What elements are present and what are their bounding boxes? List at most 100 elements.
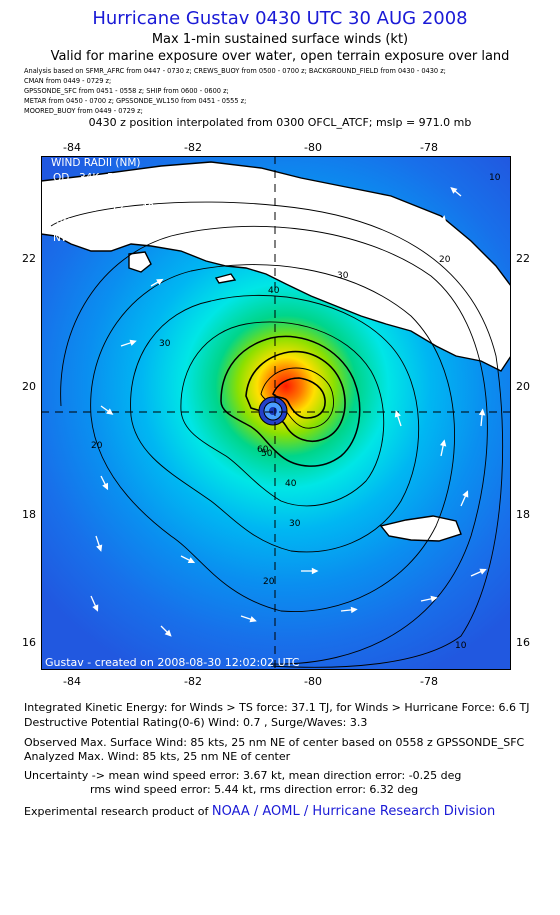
contour-line <box>272 377 326 419</box>
lat-tick-left: 16 <box>22 636 36 649</box>
wind-arrow-head <box>129 339 137 346</box>
credit-line: Experimental research product of NOAA / … <box>24 804 495 819</box>
eye-center <box>269 407 277 415</box>
contour-label: 10 <box>455 641 467 651</box>
chart-title: Hurricane Gustav 0430 UTC 30 AUG 2008 <box>92 8 468 29</box>
wind-radii-value: 51 <box>141 187 154 199</box>
wind-radii-value: 142 <box>79 187 99 199</box>
wind-radii-header: QD <box>53 172 69 184</box>
wind-arrow-head <box>490 268 497 276</box>
map-frame <box>41 156 511 670</box>
contour-label: 30 <box>159 339 171 349</box>
wind-radii-table: WIND RADII (NM) QD 34K 50K 64K NE 142 90… <box>51 157 158 244</box>
wind-radii-quadrant: NW <box>53 232 72 244</box>
contour-label: 30 <box>289 519 301 529</box>
wind-radii-quadrant: SE <box>53 202 66 214</box>
source-line: MOORED_BUOY from 0449 - 0729 z; <box>24 107 143 115</box>
cayman-island <box>214 273 237 284</box>
contour-label: 10 <box>489 173 501 183</box>
uncertainty-rms: rms wind speed error: 5.44 kt, rms direc… <box>90 783 419 796</box>
contour-line <box>180 321 385 507</box>
contour-label: 20 <box>263 577 275 587</box>
lon-tick-top: -82 <box>184 141 202 154</box>
land-masses <box>41 161 511 542</box>
lon-tick-top: -80 <box>304 141 322 154</box>
wind-radii-value: 42 <box>141 232 154 244</box>
source-line: METAR from 0450 - 0700 z; GPSSONDE_WL150… <box>24 97 247 105</box>
wind-field-map: 10 10 20 20 20 30 30 30 40 40 50 60 WIND… <box>41 156 511 670</box>
isle-of-youth <box>128 251 152 273</box>
wind-arrow-head <box>156 278 164 285</box>
source-line: Analysis based on SFMR_AFRC from 0447 - … <box>24 67 446 75</box>
wind-radii-title: WIND RADII (NM) <box>51 157 141 169</box>
lon-tick-bottom: -80 <box>304 675 322 688</box>
lon-tick-bottom: -84 <box>63 675 81 688</box>
cuba-landmass <box>41 161 511 372</box>
credit-prefix: Experimental research product of <box>24 805 212 818</box>
created-label: Gustav - created on 2008-08-30 12:02:02 … <box>45 656 300 669</box>
contour-label: 20 <box>439 255 451 265</box>
contour-label: 60 <box>257 445 269 455</box>
lon-tick-top: -78 <box>420 141 438 154</box>
wind-radii-quadrant: NE <box>53 187 68 199</box>
uncertainty-mean: Uncertainty -> mean wind speed error: 3.… <box>24 769 462 782</box>
wind-radii-value: 40 <box>141 202 154 214</box>
contour-label: 20 <box>91 441 103 451</box>
wind-radii-header: 64K <box>137 172 158 184</box>
wind-arrow-head <box>430 595 438 603</box>
wind-radii-value: no <box>141 217 154 229</box>
wind-arrow-head <box>102 482 109 491</box>
storm-eye <box>258 396 288 426</box>
wind-arrow-head <box>439 215 447 223</box>
contour-label: 40 <box>285 479 297 489</box>
lat-tick-left: 18 <box>22 508 36 521</box>
wind-arrow-head <box>92 604 99 612</box>
wind-radii-value: 85 <box>83 217 96 229</box>
wind-arrow-head <box>439 439 447 447</box>
contour-label: 50 <box>261 449 273 459</box>
center-crosshair <box>41 156 511 670</box>
wind-arrow-head <box>450 187 458 194</box>
contour-label: 40 <box>268 286 280 296</box>
wind-radii-value: 72 <box>111 202 124 214</box>
wind-arrow-head <box>249 616 257 623</box>
wind-arrow-head <box>311 567 319 575</box>
analyzed-max-wind: Analyzed Max. Wind: 85 kts, 25 nm NE of … <box>24 750 291 763</box>
contour-line <box>130 294 420 553</box>
contour-line <box>220 335 361 467</box>
wind-arrow-head <box>479 568 487 575</box>
observed-max-wind: Observed Max. Surface Wind: 85 kts, 25 n… <box>24 736 525 749</box>
wind-radii-value: 40 <box>111 217 124 229</box>
source-line: GPSSONDE_SFC from 0451 - 0558 z; SHIP fr… <box>24 87 229 95</box>
wind-arrow-head <box>135 220 143 228</box>
lon-tick-bottom: -82 <box>184 675 202 688</box>
wind-arrow-head <box>350 606 358 614</box>
position-note: 0430 z position interpolated from 0300 O… <box>88 116 472 129</box>
source-line: CMAN from 0449 - 0729 z; <box>24 77 112 85</box>
lat-tick-left: 20 <box>22 380 36 393</box>
lon-tick-top: -84 <box>63 141 81 154</box>
wind-radii-value: 85 <box>111 232 124 244</box>
jamaica-landmass <box>379 515 462 542</box>
lat-tick-right: 22 <box>516 252 530 265</box>
lat-tick-right: 16 <box>516 636 530 649</box>
ike-text: Integrated Kinetic Energy: for Winds > T… <box>24 701 530 714</box>
subtitle-exposure: Valid for marine exposure over water, op… <box>50 49 510 64</box>
wind-arrow-head <box>164 629 172 637</box>
wind-contours <box>50 201 504 668</box>
wind-arrow-head <box>478 408 486 416</box>
wind-arrow-head <box>394 410 401 418</box>
lat-tick-left: 22 <box>22 252 36 265</box>
wind-radii-header: 50K <box>107 172 128 184</box>
wind-arrow-head <box>96 544 103 552</box>
wind-radii-value: 127 <box>79 202 99 214</box>
hrd-link[interactable]: NOAA / AOML / Hurricane Research Divisio… <box>211 804 496 819</box>
dpr-text: Destructive Potential Rating(0-6) Wind: … <box>24 716 368 729</box>
wind-arrow-head <box>187 557 196 564</box>
wind-arrows <box>90 187 497 637</box>
wind-arrow-head <box>472 316 479 325</box>
wind-arrow-head <box>462 490 469 498</box>
contour-line <box>60 225 488 665</box>
contour-line <box>50 201 504 668</box>
contour-label: 30 <box>337 271 349 281</box>
